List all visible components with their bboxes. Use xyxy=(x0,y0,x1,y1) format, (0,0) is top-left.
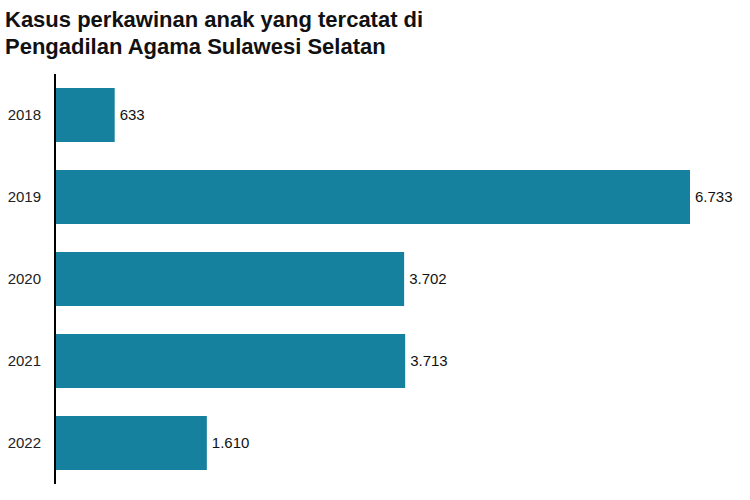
svg-text:3.713: 3.713 xyxy=(410,352,448,369)
svg-text:1.610: 1.610 xyxy=(212,434,250,451)
svg-text:2021: 2021 xyxy=(8,352,41,369)
svg-text:2019: 2019 xyxy=(8,188,41,205)
svg-text:2020: 2020 xyxy=(8,270,41,287)
svg-text:3.702: 3.702 xyxy=(409,270,447,287)
svg-text:2018: 2018 xyxy=(8,106,41,123)
svg-text:633: 633 xyxy=(120,106,145,123)
html-text:Kasus perkawinan anak yang ter: Kasus perkawinan anak yang tercatat di P… xyxy=(5,7,424,59)
svg-text:2022: 2022 xyxy=(8,434,41,451)
svg-text:6.733: 6.733 xyxy=(695,188,733,205)
